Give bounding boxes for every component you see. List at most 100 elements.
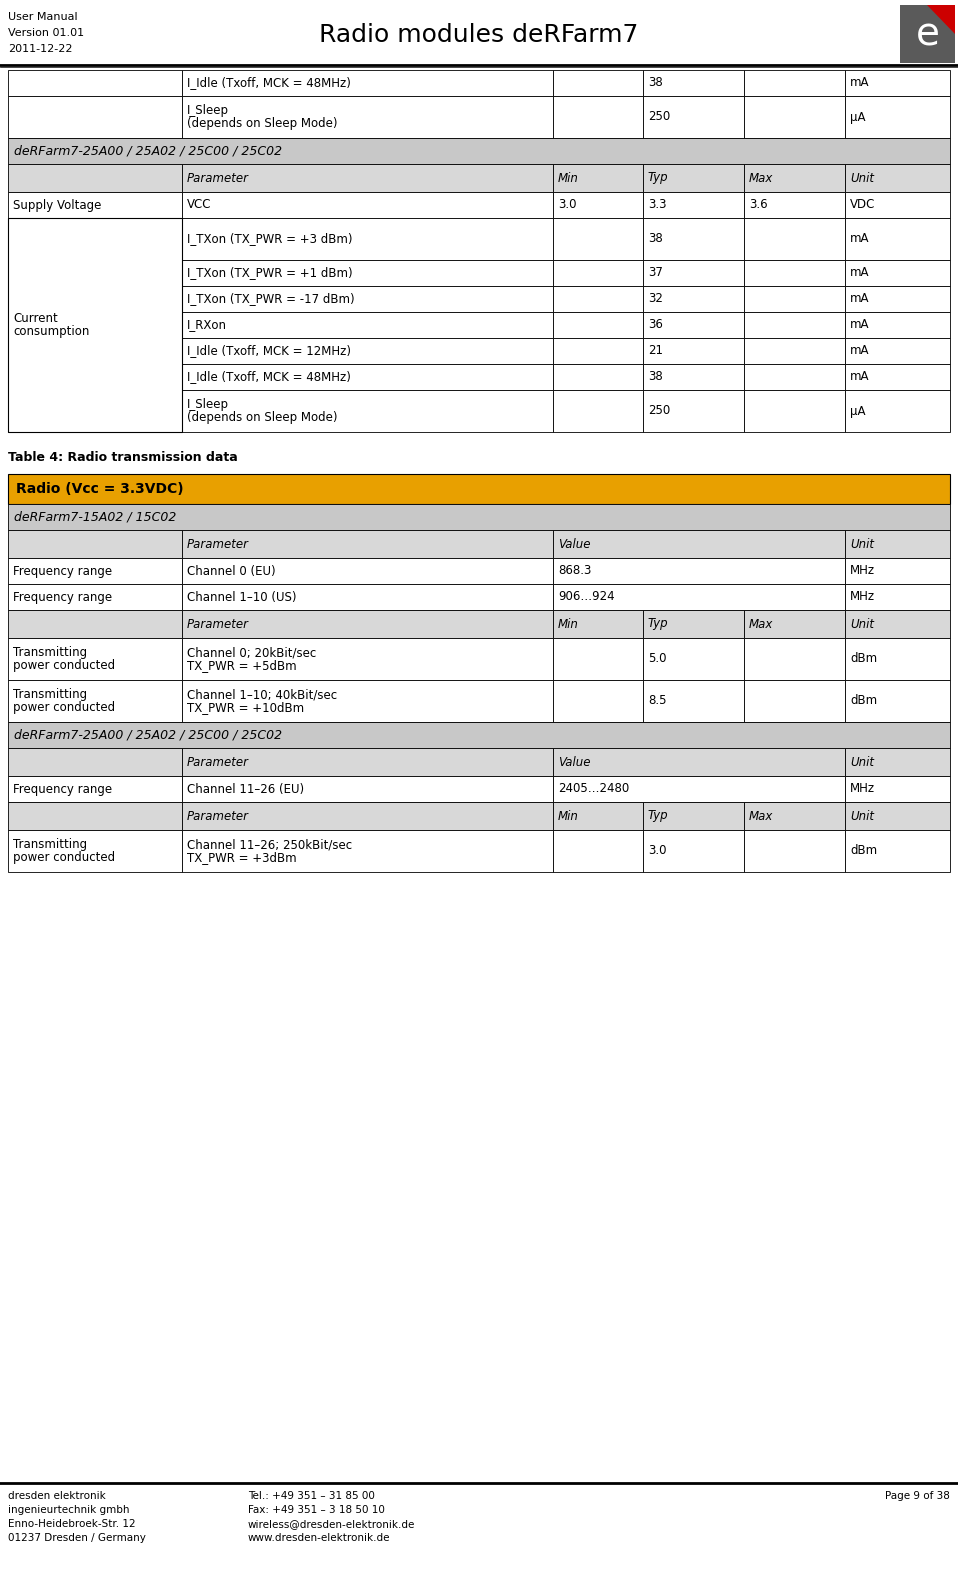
Text: I_Sleep: I_Sleep <box>187 104 229 117</box>
Text: Value: Value <box>558 538 590 550</box>
Bar <box>553 286 643 311</box>
Bar <box>643 802 744 830</box>
Text: Max: Max <box>749 809 773 822</box>
Bar <box>182 364 553 391</box>
Text: dBm: dBm <box>850 653 878 666</box>
Bar <box>845 802 950 830</box>
Text: Frequency range: Frequency range <box>13 564 112 577</box>
Bar <box>553 338 643 364</box>
Text: dBm: dBm <box>850 694 878 708</box>
Bar <box>182 191 553 218</box>
Bar <box>553 259 643 286</box>
Bar <box>845 164 950 191</box>
Bar <box>182 338 553 364</box>
Bar <box>643 639 744 680</box>
Bar <box>553 191 643 218</box>
Text: wireless@dresden-elektronik.de: wireless@dresden-elektronik.de <box>248 1519 416 1529</box>
Bar <box>744 364 845 391</box>
Text: mA: mA <box>850 370 870 384</box>
Text: TX_PWR = +10dBm: TX_PWR = +10dBm <box>187 700 304 715</box>
Text: Max: Max <box>749 618 773 631</box>
Bar <box>744 96 845 138</box>
Text: TX_PWR = +5dBm: TX_PWR = +5dBm <box>187 659 297 672</box>
Bar <box>845 286 950 311</box>
Bar <box>553 164 643 191</box>
Bar <box>553 96 643 138</box>
Text: Radio modules deRFarm7: Radio modules deRFarm7 <box>319 24 639 47</box>
Text: I_TXon (TX_PWR = +3 dBm): I_TXon (TX_PWR = +3 dBm) <box>187 232 353 245</box>
Text: 3.0: 3.0 <box>558 199 577 212</box>
Bar <box>553 610 643 639</box>
Bar <box>553 802 643 830</box>
Bar <box>845 218 950 259</box>
Text: I_Sleep: I_Sleep <box>187 398 229 411</box>
Bar <box>182 530 553 558</box>
Text: power conducted: power conducted <box>13 700 115 715</box>
Text: 3.3: 3.3 <box>648 199 667 212</box>
Text: 868.3: 868.3 <box>558 564 591 577</box>
Bar <box>182 776 553 802</box>
Bar <box>8 286 182 311</box>
Bar <box>182 286 553 311</box>
Bar <box>553 364 643 391</box>
Bar <box>845 96 950 138</box>
Bar <box>643 338 744 364</box>
Text: Frequency range: Frequency range <box>13 783 112 795</box>
Bar <box>744 286 845 311</box>
Bar <box>182 830 553 873</box>
Text: dresden elektronik: dresden elektronik <box>8 1491 105 1500</box>
Text: 2405…2480: 2405…2480 <box>558 783 629 795</box>
Bar <box>8 830 182 873</box>
Text: mA: mA <box>850 76 870 90</box>
Bar <box>182 164 553 191</box>
Bar <box>8 218 182 432</box>
Bar <box>845 364 950 391</box>
Bar <box>845 830 950 873</box>
Bar <box>744 802 845 830</box>
Bar <box>553 680 643 723</box>
Text: consumption: consumption <box>13 326 89 338</box>
Bar <box>744 311 845 338</box>
Bar <box>553 776 845 802</box>
Bar <box>8 504 950 530</box>
Text: I_TXon (TX_PWR = +1 dBm): I_TXon (TX_PWR = +1 dBm) <box>187 267 353 280</box>
Text: Parameter: Parameter <box>187 171 249 185</box>
Bar <box>845 776 950 802</box>
Text: 906…924: 906…924 <box>558 590 615 604</box>
Text: 250: 250 <box>648 405 671 417</box>
Bar <box>8 474 950 504</box>
Text: Unit: Unit <box>850 809 874 822</box>
Bar <box>845 191 950 218</box>
Text: Channel 0 (EU): Channel 0 (EU) <box>187 564 276 577</box>
Bar <box>643 311 744 338</box>
Text: deRFarm7-25A00 / 25A02 / 25C00 / 25C02: deRFarm7-25A00 / 25A02 / 25C00 / 25C02 <box>14 729 282 741</box>
Bar <box>8 311 182 338</box>
Text: Unit: Unit <box>850 171 874 185</box>
Text: Value: Value <box>558 756 590 768</box>
Text: µA: µA <box>850 405 865 417</box>
Text: User Manual: User Manual <box>8 13 78 22</box>
Polygon shape <box>927 5 955 35</box>
Text: 3.6: 3.6 <box>749 199 767 212</box>
Bar <box>182 680 553 723</box>
Bar <box>182 70 553 96</box>
Bar <box>845 530 950 558</box>
Text: Channel 0; 20kBit/sec: Channel 0; 20kBit/sec <box>187 647 316 659</box>
Text: 38: 38 <box>648 232 663 245</box>
Text: Channel 1–10 (US): Channel 1–10 (US) <box>187 590 296 604</box>
Text: 8.5: 8.5 <box>648 694 667 708</box>
Text: VCC: VCC <box>187 199 212 212</box>
Bar <box>845 610 950 639</box>
Bar <box>8 748 182 776</box>
Bar <box>744 639 845 680</box>
Text: 38: 38 <box>648 76 663 90</box>
Bar <box>744 680 845 723</box>
Bar <box>744 338 845 364</box>
Bar <box>8 639 182 680</box>
Bar <box>553 218 643 259</box>
Text: mA: mA <box>850 292 870 305</box>
Text: power conducted: power conducted <box>13 851 115 863</box>
Bar <box>845 639 950 680</box>
Text: Unit: Unit <box>850 618 874 631</box>
Text: Tel.: +49 351 – 31 85 00: Tel.: +49 351 – 31 85 00 <box>248 1491 375 1500</box>
